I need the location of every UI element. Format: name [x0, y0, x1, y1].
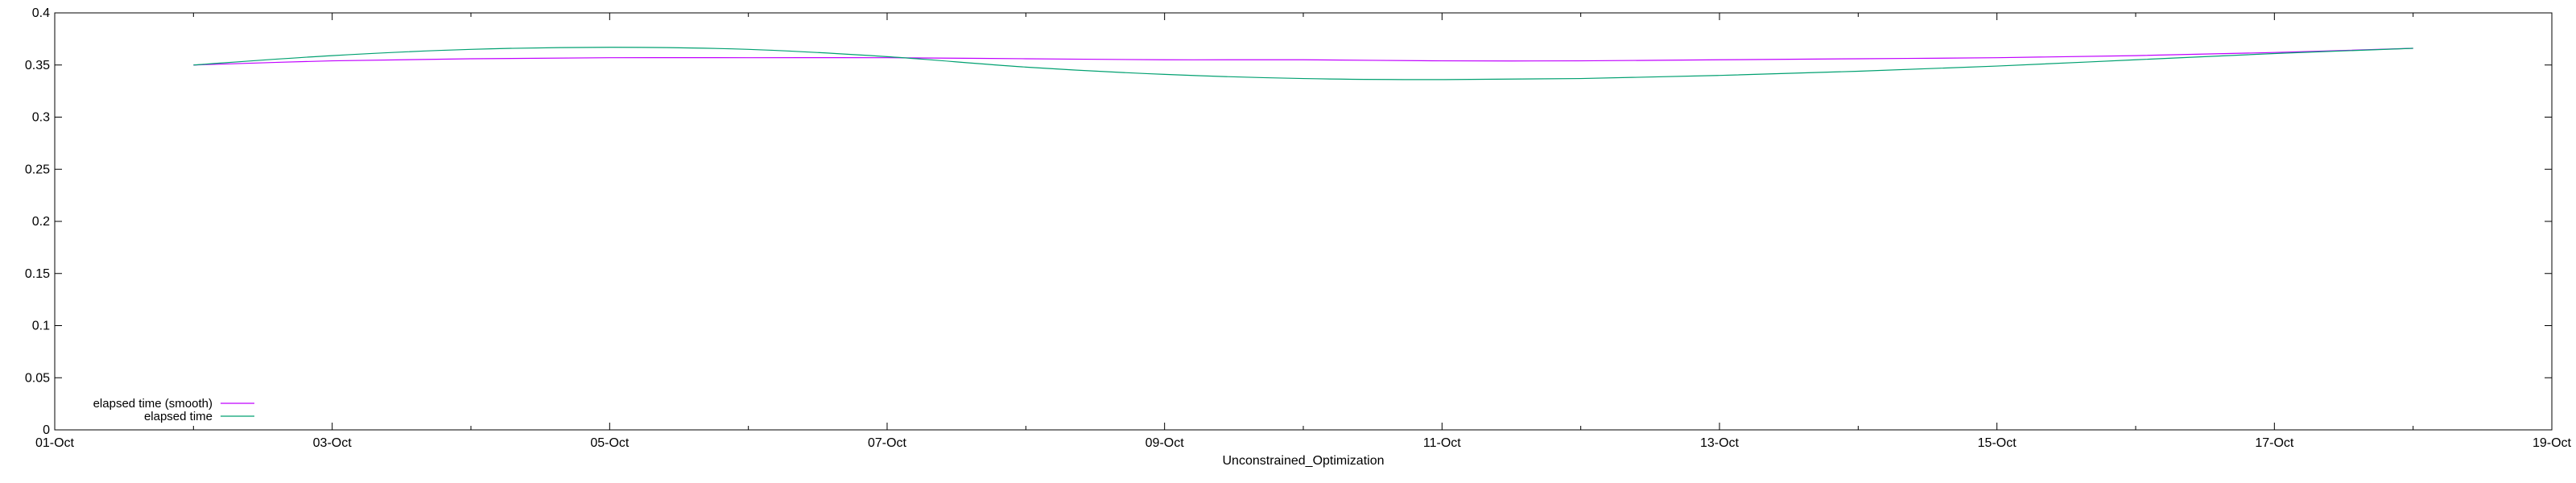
y-tick-label: 0.05 [25, 371, 50, 385]
x-tick-label: 09-Oct [1146, 436, 1185, 450]
legend-label: elapsed time (smooth) [93, 397, 213, 411]
y-tick-label: 0.1 [32, 320, 50, 333]
x-tick-label: 03-Oct [313, 436, 353, 450]
y-tick-label: 0.35 [25, 59, 50, 72]
legend-label: elapsed time [144, 410, 213, 423]
x-tick-label: 15-Oct [1978, 436, 2017, 450]
x-tick-label: 17-Oct [2255, 436, 2294, 450]
plot-area [54, 12, 2553, 431]
series-line-elapsed-time [193, 47, 2413, 80]
y-tick-label: 0.2 [32, 215, 50, 229]
x-tick-label: 13-Oct [1700, 436, 1740, 450]
y-tick-label: 0.25 [25, 163, 50, 176]
y-tick-label: 0.3 [32, 111, 50, 125]
x-tick-label: 11-Oct [1423, 436, 1461, 450]
x-tick-label: 05-Oct [590, 436, 630, 450]
x-tick-label: 19-Oct [2533, 436, 2572, 450]
series-line-elapsed-time-smooth [193, 47, 2413, 66]
y-tick-label: 0.15 [25, 267, 50, 281]
x-tick-label: 07-Oct [868, 436, 907, 450]
x-axis-title: Unconstrained_Optimization [1223, 454, 1385, 468]
y-tick-label: 0 [43, 423, 50, 437]
x-tick-label: 01-Oct [35, 436, 75, 450]
y-tick-label: 0.4 [32, 6, 50, 20]
